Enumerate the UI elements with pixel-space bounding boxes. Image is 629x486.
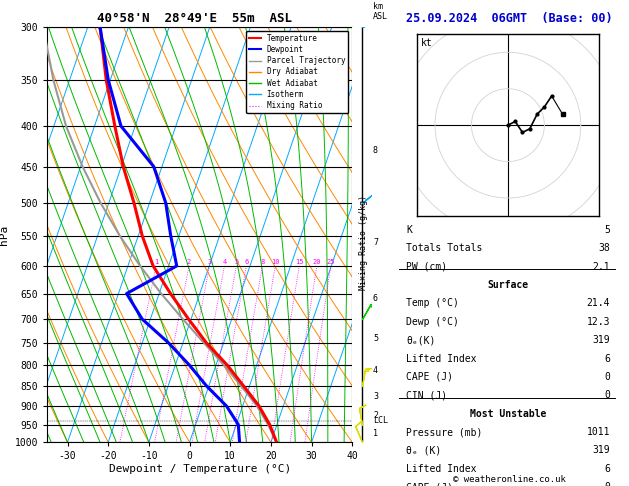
Text: 2: 2 bbox=[187, 259, 191, 265]
Text: 25.09.2024  06GMT  (Base: 00): 25.09.2024 06GMT (Base: 00) bbox=[406, 12, 613, 25]
Text: 4: 4 bbox=[222, 259, 226, 265]
Text: Lifted Index: Lifted Index bbox=[406, 464, 476, 474]
Text: 15: 15 bbox=[295, 259, 304, 265]
Text: 6: 6 bbox=[244, 259, 248, 265]
Text: θₑ(K): θₑ(K) bbox=[406, 335, 435, 345]
Text: 6: 6 bbox=[604, 353, 610, 364]
Text: 0: 0 bbox=[604, 390, 610, 400]
Text: 20: 20 bbox=[313, 259, 321, 265]
Text: 6: 6 bbox=[373, 295, 378, 303]
Text: 1: 1 bbox=[373, 429, 378, 438]
Legend: Temperature, Dewpoint, Parcel Trajectory, Dry Adiabat, Wet Adiabat, Isotherm, Mi: Temperature, Dewpoint, Parcel Trajectory… bbox=[246, 31, 348, 113]
Text: PW (cm): PW (cm) bbox=[406, 261, 447, 272]
Text: LCL: LCL bbox=[373, 417, 388, 425]
Text: 12.3: 12.3 bbox=[586, 317, 610, 327]
Text: 5: 5 bbox=[604, 225, 610, 235]
Text: 0: 0 bbox=[604, 372, 610, 382]
Text: 1011: 1011 bbox=[586, 427, 610, 437]
Text: θₑ (K): θₑ (K) bbox=[406, 445, 441, 455]
Text: Most Unstable: Most Unstable bbox=[470, 409, 546, 418]
Text: Surface: Surface bbox=[487, 280, 528, 290]
Text: 7: 7 bbox=[373, 238, 378, 247]
Text: K: K bbox=[406, 225, 412, 235]
Text: © weatheronline.co.uk: © weatheronline.co.uk bbox=[453, 474, 566, 484]
Text: 8: 8 bbox=[373, 146, 378, 156]
Text: CIN (J): CIN (J) bbox=[406, 390, 447, 400]
Text: 319: 319 bbox=[593, 445, 610, 455]
Text: 4: 4 bbox=[373, 366, 378, 375]
X-axis label: Dewpoint / Temperature (°C): Dewpoint / Temperature (°C) bbox=[109, 464, 291, 474]
Text: 5: 5 bbox=[373, 334, 378, 343]
Text: Totals Totals: Totals Totals bbox=[406, 243, 482, 253]
Text: 3: 3 bbox=[373, 392, 378, 400]
Text: CAPE (J): CAPE (J) bbox=[406, 482, 453, 486]
Text: Mixing Ratio (g/kg): Mixing Ratio (g/kg) bbox=[359, 195, 368, 291]
Text: 38: 38 bbox=[598, 243, 610, 253]
Y-axis label: hPa: hPa bbox=[0, 225, 9, 244]
Text: CAPE (J): CAPE (J) bbox=[406, 372, 453, 382]
Text: 21.4: 21.4 bbox=[586, 298, 610, 309]
Text: 2: 2 bbox=[373, 411, 378, 420]
Text: 0: 0 bbox=[604, 482, 610, 486]
Text: Pressure (mb): Pressure (mb) bbox=[406, 427, 482, 437]
Text: Temp (°C): Temp (°C) bbox=[406, 298, 459, 309]
Text: 25: 25 bbox=[326, 259, 335, 265]
Text: km
ASL: km ASL bbox=[373, 1, 388, 21]
Text: 319: 319 bbox=[593, 335, 610, 345]
Text: 2.1: 2.1 bbox=[593, 261, 610, 272]
Text: kt: kt bbox=[420, 38, 432, 48]
Text: 3: 3 bbox=[208, 259, 211, 265]
Text: 40°58'N  28°49'E  55m  ASL: 40°58'N 28°49'E 55m ASL bbox=[97, 12, 292, 25]
Text: Dewp (°C): Dewp (°C) bbox=[406, 317, 459, 327]
Text: Lifted Index: Lifted Index bbox=[406, 353, 476, 364]
Text: 10: 10 bbox=[271, 259, 279, 265]
Text: 1: 1 bbox=[154, 259, 159, 265]
Text: 6: 6 bbox=[604, 464, 610, 474]
Text: 5: 5 bbox=[234, 259, 238, 265]
Text: 8: 8 bbox=[260, 259, 265, 265]
